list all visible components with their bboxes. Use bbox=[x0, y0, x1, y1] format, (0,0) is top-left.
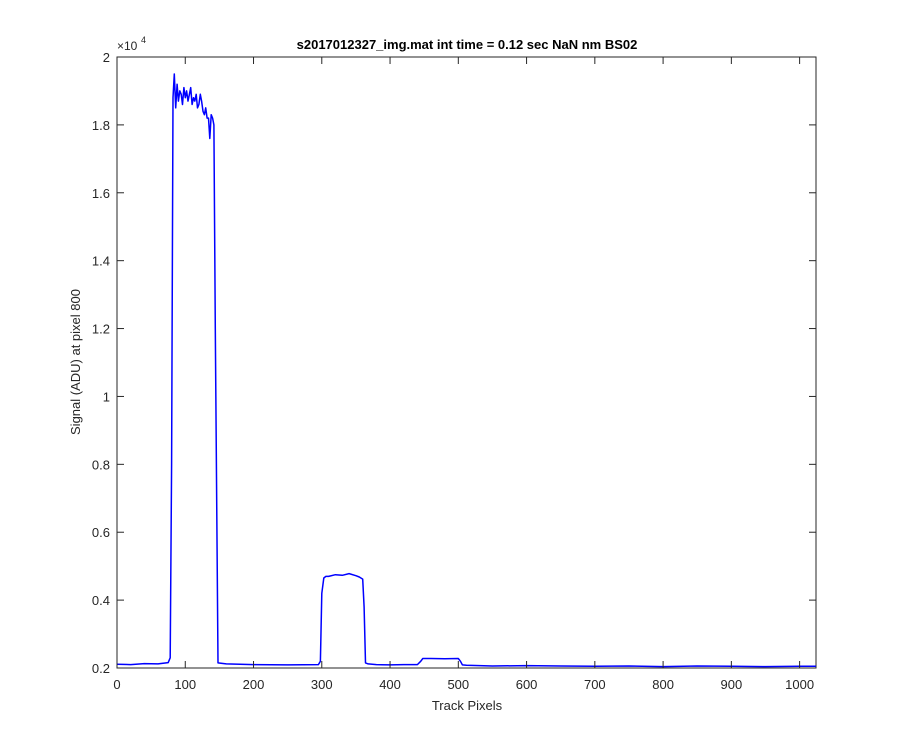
y-tick-label: 1.4 bbox=[92, 254, 110, 269]
x-tick-label: 600 bbox=[516, 677, 538, 692]
y-tick-label: 0.2 bbox=[92, 661, 110, 676]
y-tick-label: 1.6 bbox=[92, 186, 110, 201]
y-axis: 0.2 0.4 0.6 0.8 1 1.2 1.4 1.6 1.8 2 bbox=[92, 50, 816, 676]
x-tick-label: 700 bbox=[584, 677, 606, 692]
x-axis-label: Track Pixels bbox=[432, 698, 503, 713]
y-exponent-power: 4 bbox=[141, 35, 146, 45]
y-axis-label: Signal (ADU) at pixel 800 bbox=[68, 289, 83, 435]
y-tick-label: 1 bbox=[103, 389, 110, 404]
y-tick-label: 0.6 bbox=[92, 525, 110, 540]
x-tick-label: 800 bbox=[652, 677, 674, 692]
y-exponent-label: ×10 4 bbox=[117, 35, 146, 53]
x-tick-label: 400 bbox=[379, 677, 401, 692]
x-tick-label: 100 bbox=[174, 677, 196, 692]
x-tick-label: 300 bbox=[311, 677, 333, 692]
series-line-0 bbox=[116, 73, 816, 668]
y-tick-label: 1.8 bbox=[92, 118, 110, 133]
plot-area bbox=[116, 56, 817, 669]
x-tick-label: 500 bbox=[447, 677, 469, 692]
y-tick-label: 2 bbox=[103, 50, 110, 65]
y-tick-label: 0.4 bbox=[92, 593, 110, 608]
y-tick-label: 1.2 bbox=[92, 322, 110, 337]
x-tick-label: 200 bbox=[243, 677, 265, 692]
x-axis: 0 100 200 300 400 500 600 700 800 900 1000 bbox=[113, 57, 814, 692]
x-tick-label: 0 bbox=[113, 677, 120, 692]
y-exponent-base: ×10 bbox=[117, 39, 138, 53]
x-tick-label: 900 bbox=[721, 677, 743, 692]
y-tick-label: 0.8 bbox=[92, 457, 110, 472]
axes-box bbox=[116, 56, 817, 669]
chart-title: s2017012327_img.mat int time = 0.12 sec … bbox=[297, 37, 638, 52]
x-tick-label: 1000 bbox=[785, 677, 814, 692]
